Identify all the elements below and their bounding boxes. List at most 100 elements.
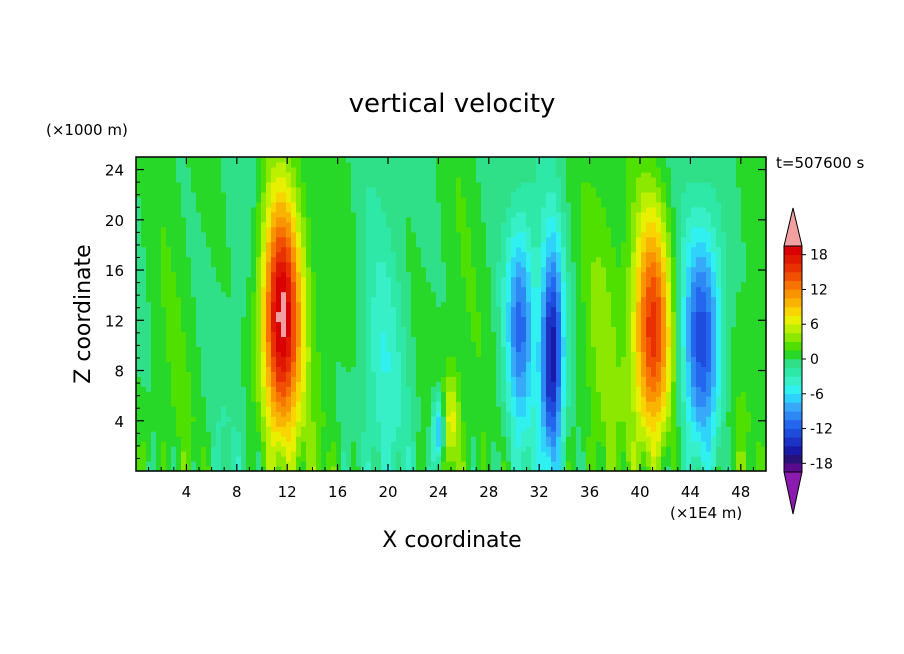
heatmap-cell xyxy=(386,396,392,402)
heatmap-cell xyxy=(506,456,512,462)
heatmap-cell xyxy=(241,436,247,442)
heatmap-cell xyxy=(246,386,252,392)
heatmap-cell xyxy=(231,466,237,472)
heatmap-cell xyxy=(451,321,457,328)
heatmap-cell xyxy=(266,286,272,293)
heatmap-cell xyxy=(361,286,367,293)
heatmap-cell xyxy=(201,381,207,387)
heatmap-cell xyxy=(216,266,222,273)
heatmap-cell xyxy=(501,381,507,387)
heatmap-cell xyxy=(526,371,532,377)
heatmap-cell xyxy=(446,281,452,288)
heatmap-cell xyxy=(226,466,232,472)
heatmap-cell xyxy=(251,216,257,223)
heatmap-cell xyxy=(436,411,442,417)
heatmap-cell xyxy=(396,236,402,243)
heatmap-cell xyxy=(441,461,447,467)
heatmap-cell xyxy=(321,176,327,183)
heatmap-cell xyxy=(371,216,377,223)
heatmap-cell xyxy=(446,416,452,422)
heatmap-cell xyxy=(326,261,332,268)
heatmap-cell xyxy=(486,181,492,188)
heatmap-cell xyxy=(256,186,262,193)
heatmap-cell xyxy=(351,411,357,417)
heatmap-cell xyxy=(451,361,457,367)
heatmap-cell xyxy=(521,441,527,447)
heatmap-cell xyxy=(306,446,312,452)
heatmap-cell xyxy=(401,351,407,357)
heatmap-cell xyxy=(181,416,187,422)
heatmap-cell xyxy=(226,341,232,347)
heatmap-cell xyxy=(356,351,362,357)
heatmap-cell xyxy=(376,171,382,178)
heatmap-cell xyxy=(246,356,252,362)
heatmap-cell xyxy=(161,351,167,357)
heatmap-cell xyxy=(336,241,342,248)
heatmap-cell xyxy=(446,421,452,427)
heatmap-cell xyxy=(521,256,527,263)
heatmap-cell xyxy=(266,346,272,352)
heatmap-cell xyxy=(311,406,317,412)
heatmap-cell xyxy=(211,326,217,333)
heatmap-cell xyxy=(356,456,362,462)
heatmap-cell xyxy=(406,221,412,228)
heatmap-cell xyxy=(196,406,202,412)
heatmap-cell xyxy=(431,426,437,432)
heatmap-cell xyxy=(336,321,342,328)
heatmap-cell xyxy=(136,196,142,203)
heatmap-cell xyxy=(446,451,452,457)
heatmap-cell xyxy=(251,331,257,338)
heatmap-cell xyxy=(291,181,297,188)
heatmap-cell xyxy=(166,221,172,228)
heatmap-cell xyxy=(506,216,512,223)
heatmap-cell xyxy=(381,231,387,238)
heatmap-cell xyxy=(176,226,182,233)
heatmap-cell xyxy=(216,336,222,343)
heatmap-cell xyxy=(141,386,147,392)
heatmap-cell xyxy=(341,396,347,402)
heatmap-cell xyxy=(361,336,367,343)
heatmap-cell xyxy=(466,226,472,233)
heatmap-cell xyxy=(286,441,292,447)
heatmap-cell xyxy=(466,196,472,203)
heatmap-cell xyxy=(171,406,177,412)
heatmap-cell xyxy=(496,366,502,372)
heatmap-cell xyxy=(506,436,512,442)
heatmap-cell xyxy=(401,191,407,198)
heatmap-cell xyxy=(531,431,537,437)
heatmap-cell xyxy=(161,211,167,218)
heatmap-cell xyxy=(396,361,402,367)
heatmap-cell xyxy=(241,406,247,412)
heatmap-cell xyxy=(291,276,297,283)
heatmap-cell xyxy=(306,426,312,432)
heatmap-cell xyxy=(376,206,382,213)
heatmap-cell xyxy=(166,236,172,243)
heatmap-cell xyxy=(246,401,252,407)
heatmap-cell xyxy=(451,251,457,258)
heatmap-cell xyxy=(196,346,202,352)
heatmap-cell xyxy=(306,381,312,387)
heatmap-cell xyxy=(501,426,507,432)
heatmap-cell xyxy=(201,191,207,198)
heatmap-cell xyxy=(206,276,212,283)
heatmap-cell xyxy=(381,451,387,457)
heatmap-cell xyxy=(496,381,502,387)
heatmap-cell xyxy=(326,461,332,467)
heatmap-cell xyxy=(306,451,312,457)
heatmap-cell xyxy=(311,211,317,218)
heatmap-cell xyxy=(311,321,317,328)
heatmap-cell xyxy=(236,426,242,432)
heatmap-cell xyxy=(281,446,287,452)
heatmap-cell xyxy=(211,176,217,183)
heatmap-cell xyxy=(381,261,387,268)
heatmap-cell xyxy=(286,271,292,278)
heatmap-cell xyxy=(501,291,507,298)
heatmap-cell xyxy=(156,271,162,278)
heatmap-cell xyxy=(176,211,182,218)
heatmap-cell xyxy=(436,236,442,243)
heatmap-cell xyxy=(161,291,167,298)
heatmap-cell xyxy=(396,341,402,347)
heatmap-cell xyxy=(461,201,467,208)
heatmap-cell xyxy=(401,241,407,248)
heatmap-cell xyxy=(371,466,377,472)
